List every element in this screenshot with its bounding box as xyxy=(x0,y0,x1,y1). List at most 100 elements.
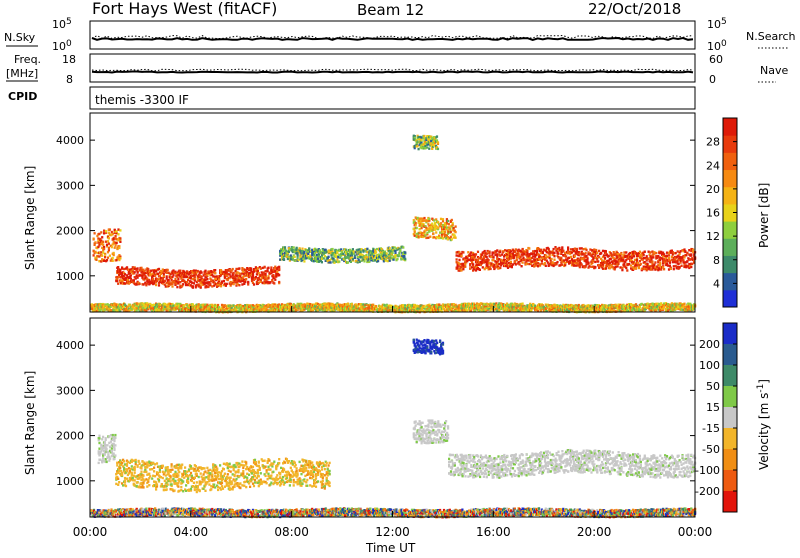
heatmap-cell xyxy=(561,248,563,250)
heatmap-cell xyxy=(651,261,653,263)
freq-tick-top: 18 xyxy=(62,53,76,66)
heatmap-cell xyxy=(360,253,362,255)
heatmap-cell xyxy=(117,233,119,235)
heatmap-cell xyxy=(201,271,203,273)
heatmap-cell xyxy=(513,257,515,259)
heatmap-cell xyxy=(103,248,105,250)
heatmap-cell xyxy=(579,247,581,249)
heatmap-cell xyxy=(112,233,114,235)
heatmap-cell xyxy=(179,281,181,283)
heatmap-cell xyxy=(433,219,435,221)
heatmap-cell xyxy=(647,263,649,265)
heatmap-cell xyxy=(574,255,576,257)
heatmap-cell xyxy=(394,254,396,256)
heatmap-cell xyxy=(242,271,244,273)
heatmap-cell xyxy=(252,304,254,306)
heatmap-cell xyxy=(106,244,108,246)
heatmap-cell xyxy=(526,259,528,261)
heatmap-cell xyxy=(594,266,596,268)
heatmap-cell xyxy=(387,260,389,262)
heatmap-cell xyxy=(594,261,596,263)
heatmap-cell xyxy=(640,263,642,265)
heatmap-cell xyxy=(688,249,690,251)
heatmap-cell xyxy=(520,256,522,258)
heatmap-cell xyxy=(423,135,425,137)
heatmap-cell xyxy=(424,306,426,308)
heatmap-cell xyxy=(681,265,683,267)
heatmap-cell xyxy=(357,256,359,258)
heatmap-cell xyxy=(526,250,528,252)
heatmap-cell xyxy=(439,231,441,233)
heatmap-cell xyxy=(104,253,106,255)
heatmap-cell xyxy=(258,278,260,280)
heatmap-cell xyxy=(108,249,110,251)
heatmap-cell xyxy=(577,264,579,266)
heatmap-cell xyxy=(553,259,555,261)
heatmap-cell xyxy=(684,251,686,253)
heatmap-cell xyxy=(579,264,581,266)
heatmap-cell xyxy=(585,263,587,265)
heatmap-cell xyxy=(143,270,145,272)
heatmap-cell xyxy=(267,267,269,269)
heatmap-cell xyxy=(197,270,199,272)
heatmap-cell xyxy=(567,252,569,254)
heatmap-cell xyxy=(418,136,420,138)
heatmap-cell xyxy=(421,227,423,229)
heatmap-cell xyxy=(575,264,577,266)
heatmap-cell xyxy=(260,268,262,270)
heatmap-cell xyxy=(425,220,427,222)
heatmap-cell xyxy=(402,304,404,306)
heatmap-cell xyxy=(648,251,650,253)
heatmap-cell xyxy=(469,264,471,266)
heatmap-cell xyxy=(435,231,437,233)
heatmap-cell xyxy=(574,248,576,250)
heatmap-cell xyxy=(669,262,671,264)
heatmap-cell xyxy=(516,256,518,258)
heatmap-cell xyxy=(446,226,448,228)
heatmap-cell xyxy=(112,257,114,259)
heatmap-cell xyxy=(217,304,219,306)
heatmap-cell xyxy=(129,309,131,311)
heatmap-cell xyxy=(605,250,607,252)
heatmap-cell xyxy=(358,303,360,305)
heatmap-cell xyxy=(253,283,255,285)
heatmap-cell xyxy=(482,266,484,268)
heatmap-cell xyxy=(682,259,684,261)
heatmap-cell xyxy=(119,237,121,239)
heatmap-cell xyxy=(486,267,488,269)
heatmap-cell xyxy=(386,252,388,254)
heatmap-cell xyxy=(553,255,555,257)
heatmap-cell xyxy=(220,274,222,276)
heatmap-cell xyxy=(350,261,352,263)
heatmap-cell xyxy=(593,248,595,250)
heatmap-cell xyxy=(102,244,104,246)
heatmap-cell xyxy=(421,218,423,220)
heatmap-cell xyxy=(214,269,216,271)
cpid-label: CPID xyxy=(8,90,37,103)
date-title: 22/Oct/2018 xyxy=(588,0,681,18)
heatmap-cell xyxy=(666,252,668,254)
heatmap-cell xyxy=(545,254,547,256)
heatmap-cell xyxy=(385,259,387,261)
heatmap-cell xyxy=(600,252,602,254)
heatmap-cell xyxy=(226,283,228,285)
heatmap-cell xyxy=(617,263,619,265)
heatmap-cell xyxy=(546,251,548,253)
heatmap-cell xyxy=(357,305,359,307)
nsky-solid-line xyxy=(92,38,693,40)
heatmap-cell xyxy=(424,229,426,231)
heatmap-cell xyxy=(655,252,657,254)
heatmap-cell xyxy=(266,308,268,310)
heatmap-cell xyxy=(241,267,243,269)
heatmap-cell xyxy=(590,266,592,268)
heatmap-cell xyxy=(223,271,225,273)
heatmap-cell xyxy=(235,268,237,270)
heatmap-cell xyxy=(545,265,547,267)
heatmap-cell xyxy=(136,274,138,276)
heatmap-cell xyxy=(107,240,109,242)
heatmap-cell xyxy=(621,269,623,271)
heatmap-cell xyxy=(646,255,648,257)
heatmap-cell xyxy=(476,264,478,266)
heatmap-cell xyxy=(386,304,388,306)
heatmap-cell xyxy=(151,304,153,306)
